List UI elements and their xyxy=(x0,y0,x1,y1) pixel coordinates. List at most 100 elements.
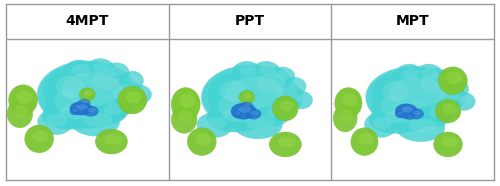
Ellipse shape xyxy=(240,101,253,110)
Ellipse shape xyxy=(171,105,197,134)
Ellipse shape xyxy=(272,96,298,121)
Ellipse shape xyxy=(210,89,242,128)
Ellipse shape xyxy=(36,61,138,129)
Ellipse shape xyxy=(240,65,257,76)
Ellipse shape xyxy=(296,94,310,103)
Ellipse shape xyxy=(269,132,302,157)
Ellipse shape xyxy=(430,83,466,111)
Ellipse shape xyxy=(452,92,475,111)
Ellipse shape xyxy=(126,91,142,104)
Ellipse shape xyxy=(446,80,469,98)
Ellipse shape xyxy=(453,92,475,110)
Ellipse shape xyxy=(430,83,466,111)
Ellipse shape xyxy=(358,133,374,145)
Ellipse shape xyxy=(42,98,107,130)
Ellipse shape xyxy=(103,62,130,82)
Ellipse shape xyxy=(252,61,281,84)
Ellipse shape xyxy=(70,107,80,115)
Ellipse shape xyxy=(103,79,142,110)
Ellipse shape xyxy=(95,98,128,124)
Ellipse shape xyxy=(383,81,408,102)
Ellipse shape xyxy=(44,68,92,113)
Ellipse shape xyxy=(46,114,68,126)
Ellipse shape xyxy=(243,93,252,99)
Ellipse shape xyxy=(104,79,142,110)
Ellipse shape xyxy=(395,64,424,86)
Ellipse shape xyxy=(238,106,252,113)
Ellipse shape xyxy=(412,111,420,115)
Ellipse shape xyxy=(408,108,424,119)
Ellipse shape xyxy=(342,93,357,107)
Ellipse shape xyxy=(220,81,246,102)
Ellipse shape xyxy=(104,134,122,145)
Ellipse shape xyxy=(86,59,114,81)
Ellipse shape xyxy=(38,61,137,128)
Ellipse shape xyxy=(234,111,282,139)
Ellipse shape xyxy=(458,96,472,105)
Ellipse shape xyxy=(270,132,302,157)
Ellipse shape xyxy=(446,80,469,98)
Text: PPT: PPT xyxy=(235,14,265,28)
Ellipse shape xyxy=(414,64,444,86)
Ellipse shape xyxy=(284,77,306,95)
Ellipse shape xyxy=(280,100,293,111)
Ellipse shape xyxy=(208,74,254,115)
Ellipse shape xyxy=(372,73,415,116)
Ellipse shape xyxy=(56,76,85,98)
Ellipse shape xyxy=(404,113,414,120)
Ellipse shape xyxy=(104,63,129,82)
Ellipse shape xyxy=(96,99,128,124)
Ellipse shape xyxy=(290,91,313,109)
Ellipse shape xyxy=(334,88,362,118)
Ellipse shape xyxy=(278,136,296,147)
Ellipse shape xyxy=(44,68,92,113)
Ellipse shape xyxy=(88,108,96,112)
Ellipse shape xyxy=(24,125,54,153)
Ellipse shape xyxy=(132,88,148,98)
Ellipse shape xyxy=(208,73,254,116)
Ellipse shape xyxy=(210,89,242,128)
Ellipse shape xyxy=(438,67,468,95)
Ellipse shape xyxy=(272,96,298,121)
Ellipse shape xyxy=(372,117,392,129)
Ellipse shape xyxy=(92,71,119,90)
Ellipse shape xyxy=(420,101,453,126)
Ellipse shape xyxy=(126,85,152,104)
Ellipse shape xyxy=(84,90,92,96)
Ellipse shape xyxy=(284,77,306,95)
Ellipse shape xyxy=(452,83,466,92)
Ellipse shape xyxy=(421,74,448,92)
Ellipse shape xyxy=(395,110,404,118)
Ellipse shape xyxy=(372,89,405,128)
Ellipse shape xyxy=(390,77,446,108)
Ellipse shape xyxy=(37,110,73,135)
Ellipse shape xyxy=(76,104,88,110)
Ellipse shape xyxy=(95,129,128,154)
Ellipse shape xyxy=(366,67,460,128)
Ellipse shape xyxy=(63,60,96,85)
Ellipse shape xyxy=(6,100,33,128)
Ellipse shape xyxy=(269,67,295,86)
Ellipse shape xyxy=(232,61,261,84)
Ellipse shape xyxy=(80,88,96,101)
Ellipse shape xyxy=(62,73,122,106)
Ellipse shape xyxy=(410,68,455,104)
Ellipse shape xyxy=(24,125,54,153)
Ellipse shape xyxy=(252,61,280,84)
Ellipse shape xyxy=(246,116,275,130)
Ellipse shape xyxy=(398,111,402,115)
Ellipse shape xyxy=(333,104,357,132)
Text: 4MPT: 4MPT xyxy=(66,14,109,28)
Ellipse shape xyxy=(438,73,454,83)
Text: MPT: MPT xyxy=(396,14,430,28)
Ellipse shape xyxy=(113,84,136,100)
Ellipse shape xyxy=(58,104,97,119)
Ellipse shape xyxy=(414,64,443,86)
Ellipse shape xyxy=(93,62,110,73)
Ellipse shape xyxy=(201,65,299,130)
Ellipse shape xyxy=(372,74,414,115)
Ellipse shape xyxy=(434,132,463,157)
Ellipse shape xyxy=(432,70,458,89)
Ellipse shape xyxy=(333,104,357,132)
Ellipse shape xyxy=(79,87,96,102)
